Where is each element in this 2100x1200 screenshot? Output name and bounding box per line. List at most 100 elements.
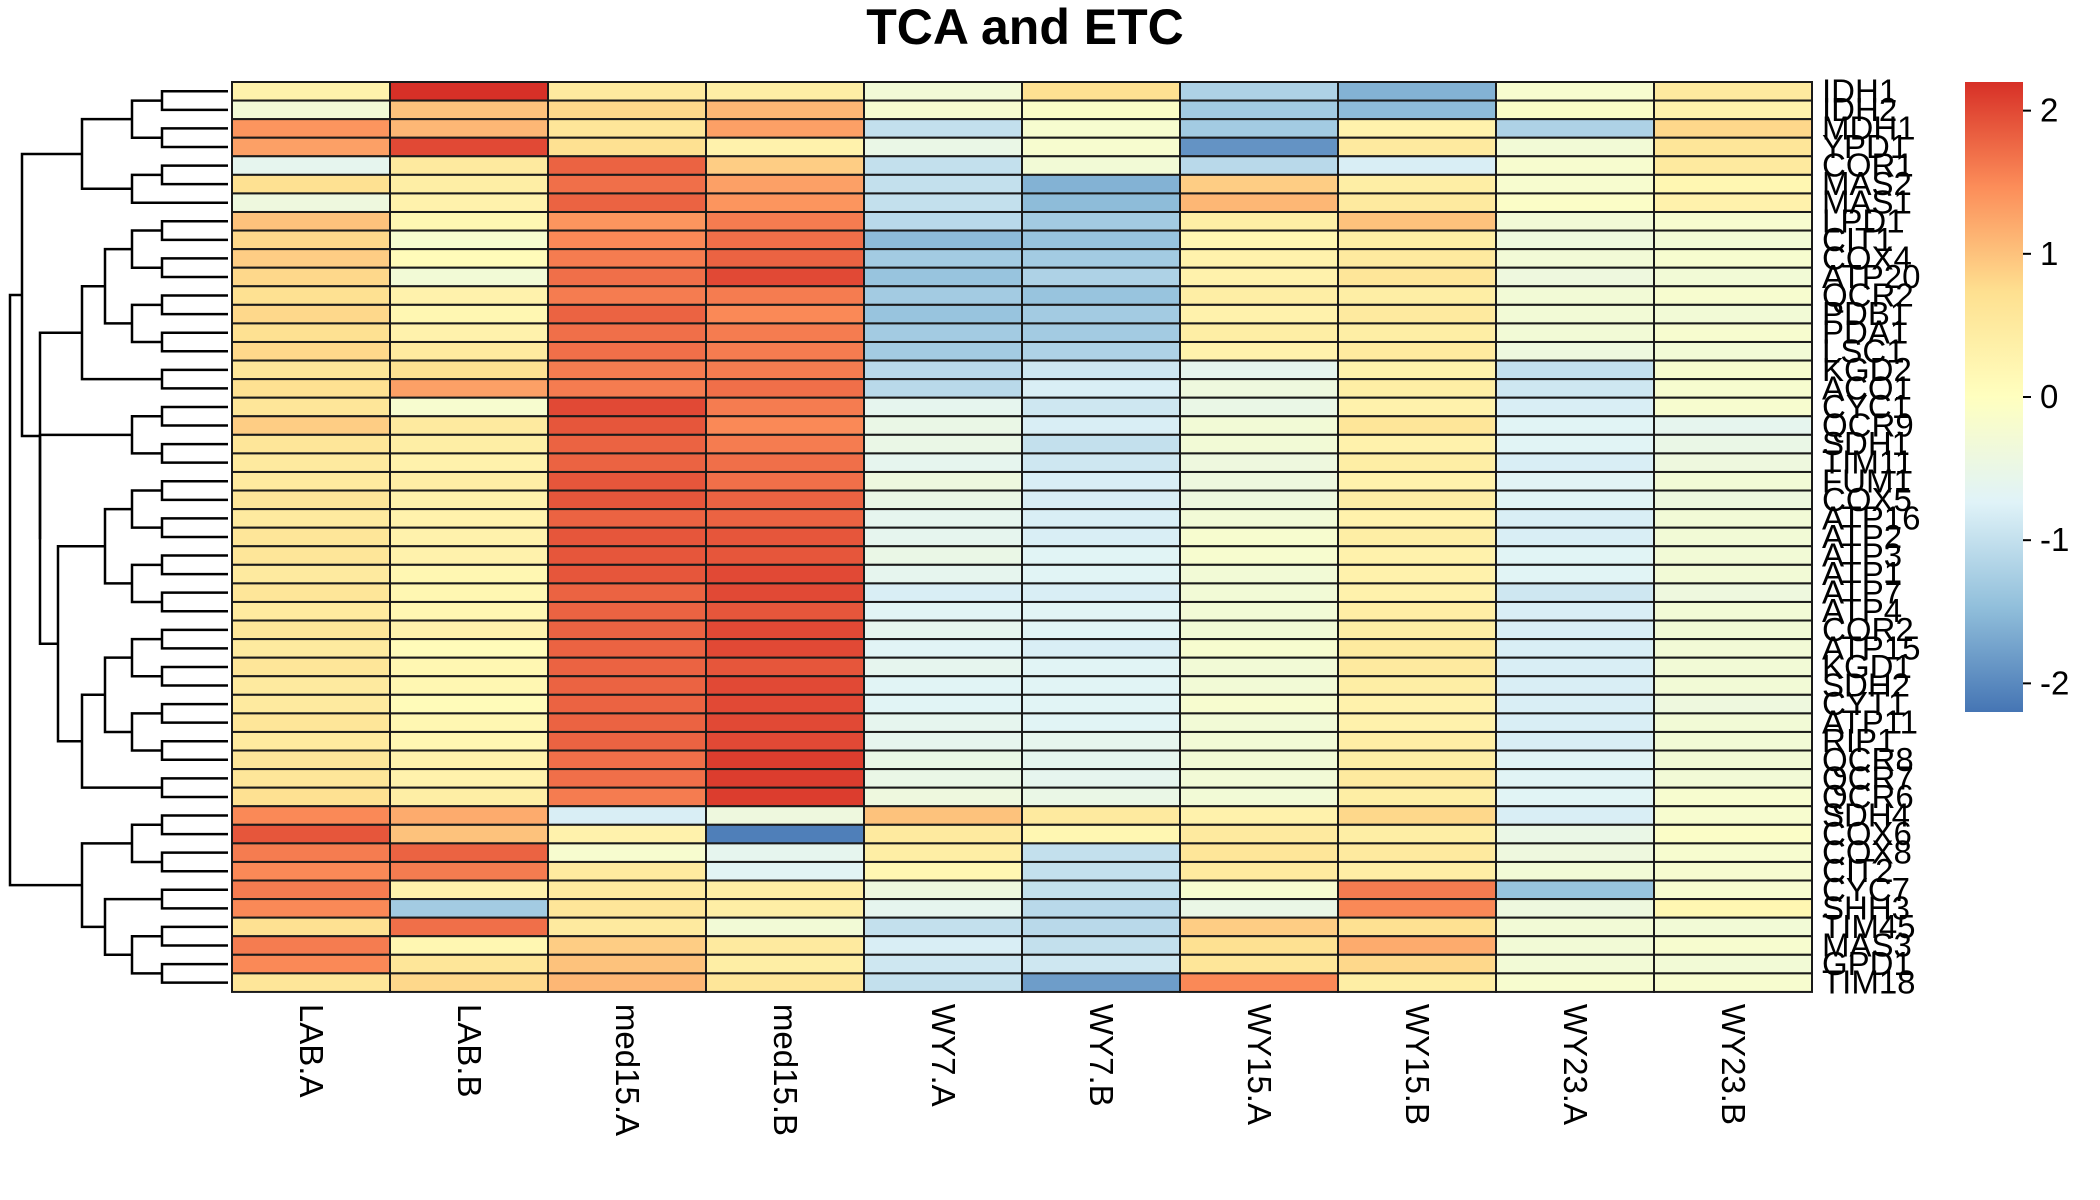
heatmap-cell xyxy=(1337,526,1497,548)
legend-tick-label: -2 xyxy=(2040,664,2069,701)
heatmap-cell xyxy=(1179,229,1339,251)
dendrogram-branch xyxy=(160,294,228,316)
heatmap-cell xyxy=(1179,136,1339,158)
heatmap-cell xyxy=(547,508,707,529)
heatmap-cell xyxy=(1337,155,1497,176)
heatmap-cell xyxy=(547,136,707,158)
heatmap-cell xyxy=(1337,842,1497,863)
dendrogram-branch xyxy=(160,851,228,873)
heatmap-cell xyxy=(1179,768,1339,789)
dendrogram-branch xyxy=(103,507,132,585)
heatmap-cell xyxy=(1653,600,1813,622)
heatmap-cell xyxy=(705,656,865,678)
heatmap-cells xyxy=(231,81,1813,993)
heatmap-cell xyxy=(1021,229,1181,251)
dendrogram-branch xyxy=(130,489,162,529)
heatmap-cell xyxy=(1495,322,1655,343)
heatmap-cell xyxy=(1653,508,1813,529)
heatmap-cell xyxy=(1337,972,1497,993)
heatmap-cell xyxy=(1495,210,1655,232)
heatmap-cell xyxy=(1495,730,1655,752)
heatmap-cell xyxy=(863,118,1023,139)
heatmap-cell xyxy=(1495,935,1655,956)
dendrogram-branch xyxy=(160,591,228,613)
heatmap-cell xyxy=(231,415,391,436)
heatmap-cell xyxy=(705,285,865,306)
heatmap-cell xyxy=(705,712,865,733)
dendrogram-branch xyxy=(160,90,228,112)
heatmap-cell xyxy=(547,210,707,232)
heatmap-cell xyxy=(705,600,865,622)
heatmap-cell xyxy=(1495,452,1655,473)
heatmap-cell xyxy=(1653,693,1813,715)
heatmap-cell xyxy=(1495,415,1655,436)
heatmap-cell xyxy=(1179,266,1339,288)
heatmap-cell xyxy=(863,619,1023,641)
heatmap-cell xyxy=(1179,99,1339,121)
heatmap-cell xyxy=(1653,879,1813,901)
heatmap-cell xyxy=(1653,545,1813,566)
heatmap-cell xyxy=(231,563,391,585)
heatmap-cell xyxy=(1495,600,1655,622)
heatmap-cell xyxy=(1179,563,1339,585)
heatmap-cell xyxy=(547,81,707,102)
heatmap-cell xyxy=(1653,675,1813,696)
heatmap-cell xyxy=(231,508,391,529)
row-label: CYT1 xyxy=(1822,685,1906,722)
heatmap-cell xyxy=(1337,340,1497,362)
heatmap-cell xyxy=(1337,210,1497,232)
dendrogram-branch xyxy=(80,285,162,381)
heatmap-cell xyxy=(547,600,707,622)
heatmap-cell xyxy=(1179,675,1339,696)
heatmap-cell xyxy=(1653,786,1813,808)
heatmap-cell xyxy=(1179,526,1339,548)
heatmap-cell xyxy=(1495,248,1655,269)
heatmap-cell xyxy=(863,229,1023,251)
dendrogram-branch xyxy=(80,693,162,789)
heatmap-cell xyxy=(231,322,391,343)
heatmap-cell xyxy=(231,489,391,511)
heatmap-cell xyxy=(547,285,707,306)
dendrogram-branch xyxy=(160,888,228,910)
heatmap-cell xyxy=(1653,563,1813,585)
heatmap-cell xyxy=(1337,192,1497,213)
heatmap-cell xyxy=(389,155,549,176)
dendrogram-branch xyxy=(160,777,228,799)
heatmap-cell xyxy=(1653,712,1813,733)
heatmap-cell xyxy=(863,452,1023,473)
dendrogram-branch xyxy=(38,433,132,645)
row-label: SDH4 xyxy=(1822,797,1910,834)
heatmap-cell xyxy=(863,805,1023,826)
dendrogram-branch xyxy=(80,842,132,929)
heatmap-cell xyxy=(1021,749,1181,771)
heatmap-cell xyxy=(231,303,391,325)
heatmap-cell xyxy=(547,118,707,139)
column-label: med15.B xyxy=(767,1004,804,1136)
dendrogram-branch xyxy=(160,368,228,390)
heatmap-cell xyxy=(705,916,865,938)
heatmap-cell xyxy=(705,638,865,659)
heatmap-cell xyxy=(1653,898,1813,919)
heatmap-cell xyxy=(231,675,391,696)
heatmap-cell xyxy=(1653,210,1813,232)
heatmap-cell xyxy=(389,285,549,306)
heatmap-cell xyxy=(1021,378,1181,399)
heatmap-cell xyxy=(1653,396,1813,418)
row-label: ATP3 xyxy=(1822,537,1902,574)
heatmap-cell xyxy=(863,396,1023,418)
heatmap-cell xyxy=(1653,768,1813,789)
dendrogram-branch xyxy=(130,637,162,678)
legend-tick-label: 1 xyxy=(2040,235,2058,272)
row-label: QCR8 xyxy=(1822,741,1914,778)
heatmap-cell xyxy=(1021,953,1181,975)
heatmap-cell xyxy=(1021,303,1181,325)
heatmap-cell xyxy=(547,916,707,938)
legend-tick-label: 0 xyxy=(2040,378,2058,415)
heatmap-cell xyxy=(231,730,391,752)
heatmap-cell xyxy=(231,879,391,901)
heatmap-cell xyxy=(705,693,865,715)
heatmap-cell xyxy=(1021,693,1181,715)
heatmap-cell xyxy=(547,415,707,436)
heatmap-cell xyxy=(389,192,549,213)
heatmap-cell xyxy=(705,118,865,139)
